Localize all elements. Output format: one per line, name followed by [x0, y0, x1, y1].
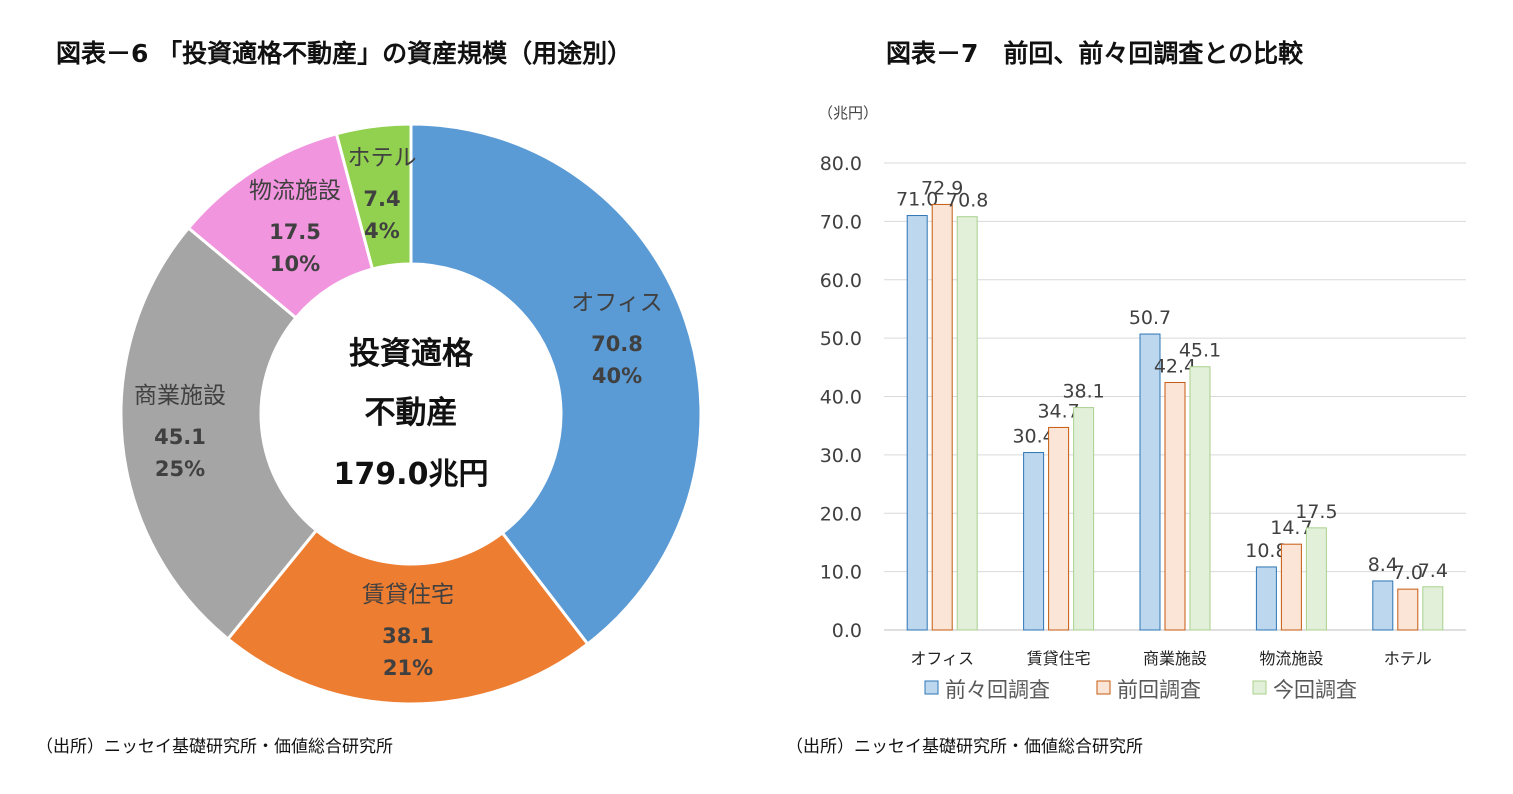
donut-hole: [262, 265, 560, 563]
slice-value: 38.1: [382, 624, 434, 648]
bar: [1189, 366, 1211, 631]
bar: [1372, 580, 1394, 631]
x-category-label: 物流施設: [1259, 649, 1323, 668]
y-tick-label: 80.0: [820, 153, 862, 175]
slice-label: 賃貸住宅: [362, 582, 454, 608]
bar: [1164, 381, 1186, 631]
slice-label: ホテル: [348, 145, 417, 171]
y-tick-label: 40.0: [820, 387, 862, 409]
bar: [1422, 586, 1444, 631]
slice-percent: 25%: [155, 457, 205, 481]
left-chart-title: 図表－6 「投資適格不動産」の資産規模（用途別）: [56, 39, 633, 68]
bar-data-label: 34.7: [1037, 400, 1079, 422]
y-tick-label: 50.0: [820, 328, 862, 350]
bar-data-label: 70.8: [946, 190, 988, 212]
donut-chart: オフィス 70.8 40% 賃貸住宅 38.1 21% 商業施設 45.1 25% 物流施設 17.…: [119, 122, 703, 706]
bar-data-label: 45.1: [1179, 340, 1221, 362]
slice-label: 商業施設: [134, 383, 226, 409]
bar-data-label: 42.4: [1154, 355, 1196, 377]
bar: [1255, 566, 1277, 631]
bar: [1305, 527, 1327, 631]
bar: [906, 215, 928, 631]
slice-percent: 10%: [270, 252, 320, 276]
slice-percent: 21%: [383, 656, 433, 680]
slice-label: 物流施設: [249, 178, 341, 204]
y-tick-label: 10.0: [820, 562, 862, 584]
donut-center-text: 投資適格: [349, 336, 474, 372]
bar-data-label: 14.7: [1270, 517, 1312, 539]
bar-data-label: 50.7: [1129, 307, 1171, 329]
x-category-label: 商業施設: [1143, 649, 1207, 668]
y-tick-label: 0.0: [832, 620, 862, 642]
legend-swatch: [1096, 680, 1111, 695]
bar: [1023, 452, 1045, 631]
right-source-note: （出所）ニッセイ基礎研究所・価値総合研究所: [786, 737, 1143, 757]
bar-data-label: 38.1: [1062, 381, 1104, 403]
bar: [1073, 407, 1095, 631]
bar-data-label: 30.4: [1012, 426, 1054, 448]
bar: [1280, 543, 1302, 631]
slice-value: 45.1: [154, 425, 206, 449]
y-tick-label: 20.0: [820, 503, 862, 525]
bar-data-label: 71.0: [896, 189, 938, 211]
legend-swatch: [1252, 680, 1267, 695]
bar-chart: （兆円） 0.0 10.0 20.0 30.0 40.0 50.0 60.0 70.0 80.0 オ…: [818, 104, 1466, 702]
y-tick-label: 30.0: [820, 445, 862, 467]
y-tick-label: 60.0: [820, 270, 862, 292]
bar-data-label: 72.9: [921, 177, 963, 199]
slice-value: 17.5: [269, 220, 321, 244]
slice-value: 70.8: [591, 332, 643, 356]
slice-percent: 4%: [364, 219, 400, 243]
x-category-label: 賃貸住宅: [1027, 649, 1091, 668]
donut-slice-5: [334, 122, 413, 271]
donut-slice-2: [225, 528, 590, 706]
donut-slice-3: [119, 225, 319, 642]
bar-data-label: 7.0: [1393, 562, 1423, 584]
bar: [931, 203, 953, 631]
donut-center-text: 不動産: [365, 395, 458, 431]
donut-slice-1: [409, 122, 703, 647]
slice-percent: 40%: [592, 364, 642, 388]
x-category-label: ホテル: [1384, 649, 1432, 668]
legend-label: 今回調査: [1273, 678, 1357, 702]
bar-data-label: 10.8: [1245, 540, 1287, 562]
bar: [1048, 426, 1070, 631]
bar: [956, 216, 978, 631]
slice-label: オフィス: [571, 290, 663, 316]
y-axis-unit-label: （兆円）: [818, 104, 878, 122]
slice-value: 7.4: [363, 187, 400, 211]
legend-swatch: [924, 680, 939, 695]
bar-data-label: 8.4: [1368, 554, 1398, 576]
bar: [1139, 333, 1161, 631]
x-category-label: オフィス: [910, 649, 974, 668]
bar: [1397, 588, 1419, 631]
legend-label: 前々回調査: [945, 678, 1050, 702]
donut-center-text: 179.0兆円: [334, 457, 489, 492]
legend-label: 前回調査: [1117, 678, 1201, 702]
bar-data-label: 17.5: [1295, 501, 1337, 523]
right-chart-title: 図表－7 前回、前々回調査との比較: [886, 39, 1304, 68]
left-source-note: （出所）ニッセイ基礎研究所・価値総合研究所: [36, 737, 393, 757]
y-tick-label: 70.0: [820, 211, 862, 233]
bar-data-label: 7.4: [1418, 560, 1448, 582]
